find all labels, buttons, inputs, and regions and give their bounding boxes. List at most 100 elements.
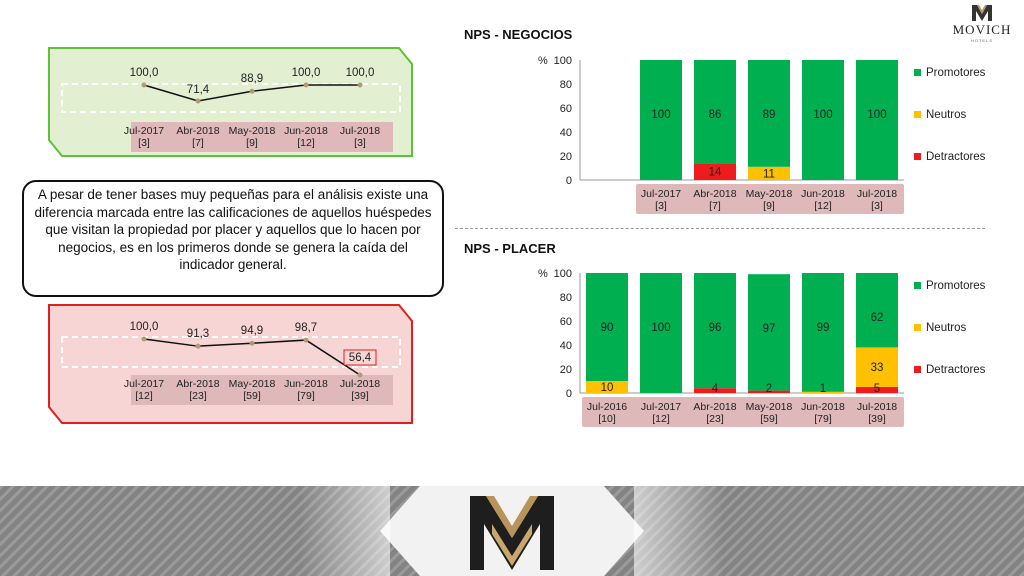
- negocios-data-label: 89: [763, 109, 776, 121]
- placer-data-label: 5: [874, 383, 880, 395]
- negocios-trend-base-label: [3]: [354, 137, 366, 149]
- negocios-category-label: Jun-2018: [801, 188, 845, 200]
- negocios-trend-point: [141, 82, 147, 88]
- placer-base-label: [79]: [814, 413, 832, 425]
- placer-bar-neutros: [856, 347, 898, 387]
- placer-data-label: 96: [709, 322, 722, 334]
- placer-bar-promotores: [802, 273, 844, 392]
- placer-title: NPS - PLACER: [464, 241, 556, 256]
- negocios-trend-period-label: Jun-2018: [284, 125, 328, 137]
- negocios-data-label: 86: [709, 109, 722, 121]
- placer-trend-value-label: 94,9: [241, 325, 263, 337]
- placer-base-label: [59]: [760, 413, 778, 425]
- placer-bar-promotores: [748, 274, 790, 391]
- negocios-ytick: 100: [554, 55, 572, 67]
- placer-trend-value-box: [343, 349, 377, 366]
- placer-data-label: 10: [601, 382, 614, 394]
- movich-logo: MOVICH HOTELS: [944, 4, 1020, 44]
- placer-trend-point: [195, 343, 201, 349]
- placer-data-label: 33: [871, 362, 884, 374]
- placer-trend-base-label: [23]: [189, 390, 207, 402]
- negocios-category-label: Jul-2017: [641, 188, 681, 200]
- placer-bar-promotores: [694, 273, 736, 389]
- negocios-trend-base-label: [9]: [246, 137, 258, 149]
- analysis-callout-text: A pesar de tener bases muy pequeñas para…: [34, 187, 432, 272]
- negocios-trend-panel: 100,0 Jul-2017 [3] 71,4 Abr-2018[7] 88,9 May-2…: [48, 47, 413, 157]
- negocios-data-label: 100: [867, 109, 886, 121]
- placer-trend-base-label: [12]: [135, 390, 153, 402]
- negocios-category-label: May-2018: [746, 188, 793, 200]
- placer-ytick: 100: [554, 268, 572, 280]
- placer-data-label: 100: [651, 322, 670, 334]
- negocios-trend-value-label: 100,0: [346, 67, 375, 79]
- negocios-bar-promotores: [694, 60, 736, 164]
- placer-trend-point: [249, 340, 255, 346]
- negocios-trend-point: [195, 98, 201, 104]
- negocios-base-label: [3]: [655, 200, 667, 212]
- negocios-trend-base-label: [12]: [297, 137, 315, 149]
- negocios-legend-label: Promotores: [926, 67, 986, 79]
- negocios-bar-neutros: [748, 166, 790, 180]
- negocios-data-label: 100: [651, 109, 670, 121]
- negocios-trend-point: [357, 82, 363, 88]
- placer-base-label: [12]: [652, 413, 670, 425]
- negocios-data-label: 11: [763, 168, 775, 180]
- negocios-ytick: 0: [566, 175, 572, 187]
- logo-mark-icon: [972, 5, 992, 21]
- placer-bar-detractores: [748, 390, 790, 393]
- placer-ytick: 40: [560, 340, 572, 352]
- negocios-trend-base-label: [7]: [192, 137, 204, 149]
- placer-bar-neutros: [802, 391, 844, 393]
- placer-trend-point: [357, 372, 363, 378]
- placer-trend-period-label: Jul-2018: [340, 378, 380, 390]
- placer-trend-value-label: 56,4: [349, 352, 372, 364]
- placer-data-label: 90: [601, 322, 614, 334]
- negocios-category-label: Jul-2018: [857, 188, 897, 200]
- placer-legend-swatch: [914, 366, 921, 373]
- placer-ytick: 60: [560, 316, 572, 328]
- placer-bar-chart: % 0 20 40 60 80 100 10 90 Jul-2016[10] 100 Jul-2017…: [538, 268, 986, 427]
- placer-trend-period-label: Jun-2018: [284, 378, 328, 390]
- negocios-category-band: [636, 184, 904, 214]
- placer-trend-panel: 100,0 Jul-2017[12] 91,3 Abr-2018[23] 94,9 May…: [48, 304, 413, 424]
- placer-ytick: 0: [566, 388, 572, 400]
- placer-trend-point: [303, 337, 309, 343]
- placer-category-label: Jul-2018: [857, 401, 897, 413]
- placer-trend-base-label: [39]: [351, 390, 369, 402]
- section-divider: [455, 228, 985, 229]
- negocios-category-label: Abr-2018: [693, 188, 736, 200]
- negocios-legend-swatch: [914, 153, 921, 160]
- negocios-trend-period-label: Jul-2017: [124, 125, 164, 137]
- placer-trend-period-label: May-2018: [229, 378, 276, 390]
- negocios-legend-label: Neutros: [926, 109, 967, 121]
- placer-category-label: Jul-2016: [587, 401, 627, 413]
- logo-subtitle: HOTELS: [970, 38, 993, 43]
- negocios-ytick: 60: [560, 103, 572, 115]
- placer-bar-detractores: [856, 387, 898, 393]
- negocios-data-label: 100: [813, 109, 832, 121]
- placer-trend-period-label: Abr-2018: [176, 378, 219, 390]
- placer-base-label: [39]: [868, 413, 886, 425]
- negocios-ytick: 20: [560, 151, 572, 163]
- placer-category-label: Jul-2017: [641, 401, 681, 413]
- placer-trend-point: [141, 336, 147, 342]
- negocios-trend-period-label: Abr-2018: [176, 125, 219, 137]
- negocios-bar-detractores: [694, 163, 736, 180]
- logo-name: MOVICH: [952, 22, 1012, 37]
- negocios-ytick: 80: [560, 79, 572, 91]
- negocios-base-label: [12]: [814, 200, 832, 212]
- placer-data-label: 2: [766, 383, 772, 395]
- negocios-trend-period-label: May-2018: [229, 125, 276, 137]
- placer-ytick: 20: [560, 364, 572, 376]
- negocios-trend-value-label: 71,4: [187, 84, 210, 96]
- negocios-trend-value-label: 88,9: [241, 73, 263, 85]
- placer-bar-promotores: [640, 273, 682, 393]
- placer-base-label: [10]: [598, 413, 616, 425]
- placer-data-label: 97: [763, 323, 776, 335]
- placer-ytick: 80: [560, 292, 572, 304]
- placer-data-label: 4: [712, 383, 719, 395]
- placer-data-label: 62: [871, 312, 884, 324]
- negocios-base-label: [7]: [709, 200, 721, 212]
- negocios-legend-label: Detractores: [926, 151, 986, 163]
- analysis-callout: A pesar de tener bases muy pequeñas para…: [22, 180, 444, 297]
